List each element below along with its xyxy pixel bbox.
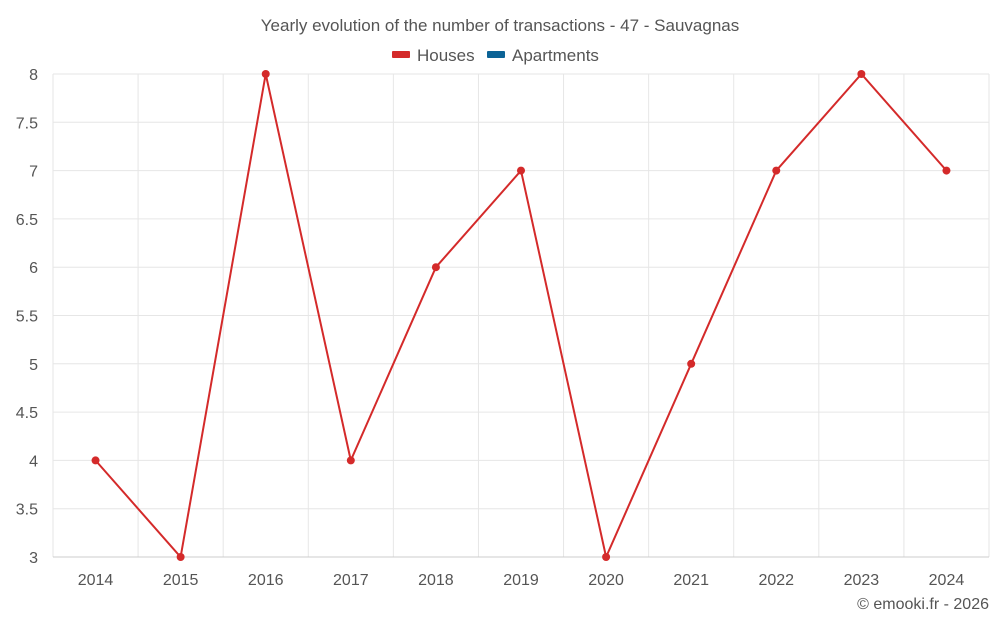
y-tick-label: 3 [29,550,38,567]
data-point-2020[interactable] [602,553,611,561]
y-tick-label: 4.5 [16,405,38,422]
data-point-2022[interactable] [772,166,781,175]
x-tick-label: 2023 [844,572,880,589]
legend-item-apartments[interactable]: Apartments [487,46,599,65]
y-tick-label: 5 [29,357,38,374]
y-tick-label: 6.5 [16,212,38,229]
x-tick-label: 2015 [163,572,199,589]
x-tick-label: 2017 [333,572,369,589]
legend-label: Houses [417,46,475,65]
x-tick-label: 2016 [248,572,284,589]
x-tick-label: 2014 [78,572,114,589]
series-group [91,70,951,561]
data-point-2016[interactable] [261,70,270,78]
legend-swatch [487,51,505,58]
credit-text: © emooki.fr - 2026 [857,596,989,613]
x-tick-label: 2022 [758,572,794,589]
data-point-2021[interactable] [687,359,696,368]
y-tick-label: 7 [29,164,38,181]
data-point-2024[interactable] [942,166,951,175]
legend-item-houses[interactable]: Houses [392,46,475,65]
x-tick-label: 2024 [929,572,965,589]
y-axis-ticks: 3 3.5 4 4.5 5 5.5 6 6.5 7 7.5 8 [16,67,38,567]
y-tick-label: 5.5 [16,309,38,326]
y-tick-label: 7.5 [16,115,38,132]
data-point-2015[interactable] [176,553,185,561]
x-tick-label: 2021 [673,572,709,589]
x-tick-label: 2018 [418,572,454,589]
data-point-2014[interactable] [91,456,100,465]
data-point-2017[interactable] [346,456,355,465]
data-point-2023[interactable] [857,70,866,78]
y-tick-label: 3.5 [16,502,38,519]
data-point-2019[interactable] [517,166,525,175]
legend-swatch [392,51,410,58]
chart-title: Yearly evolution of the number of transa… [261,16,740,35]
legend-label: Apartments [512,46,599,65]
legend: Houses Apartments [392,46,599,65]
x-tick-label: 2020 [588,572,624,589]
x-axis-ticks: 2014 2015 2016 2017 2018 2019 2020 2021 2022 2023… [78,572,965,589]
y-tick-label: 8 [29,67,38,84]
y-tick-label: 6 [29,260,38,277]
data-point-2018[interactable] [431,263,440,272]
x-tick-label: 2019 [503,572,539,589]
y-tick-label: 4 [29,453,38,470]
